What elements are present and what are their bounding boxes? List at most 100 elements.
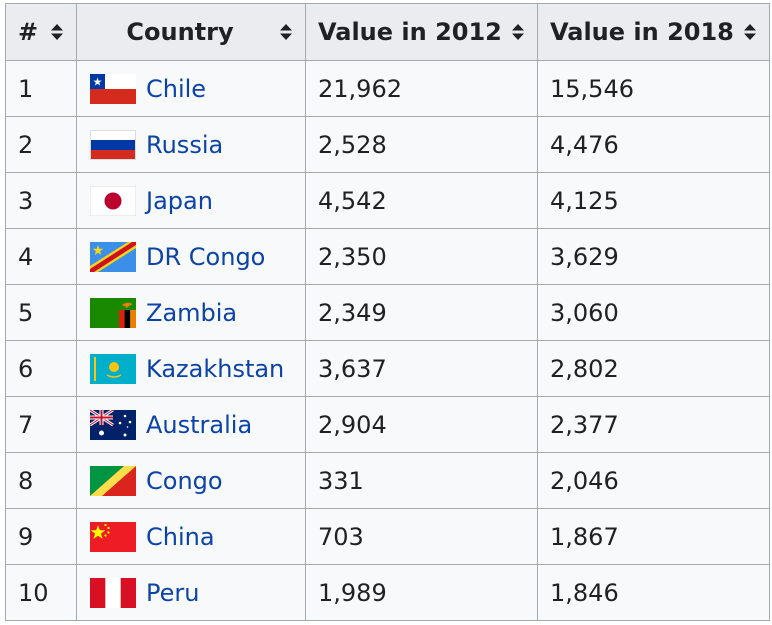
table-cell: Japan <box>76 172 306 229</box>
table-cell: 8 <box>5 452 77 509</box>
country-cell: Australia <box>89 409 293 440</box>
header-label: # <box>18 18 39 46</box>
table-cell: 703 <box>305 508 538 565</box>
country-cell: China <box>89 521 293 552</box>
table-cell: 4 <box>5 228 77 285</box>
table-cell: 2,802 <box>537 340 770 397</box>
table-row: 4 DR Congo 2,350 3,629 <box>5 228 770 285</box>
table-row: 5 Zambia 2,349 3,060 <box>5 284 770 341</box>
country-link[interactable]: Australia <box>146 410 253 439</box>
table-cell: 4,125 <box>537 172 770 229</box>
table-cell: 5 <box>5 284 77 341</box>
flag-icon <box>90 353 136 384</box>
country-link[interactable]: Chile <box>146 74 207 103</box>
sort-icon <box>744 24 756 40</box>
flag-icon <box>90 129 136 160</box>
flag-icon <box>90 409 136 440</box>
flag-icon <box>90 521 136 552</box>
header-content: Value in 2018 <box>550 18 757 46</box>
flag-icon <box>90 241 136 272</box>
header-label: Value in 2012 <box>318 18 502 46</box>
country-cell: Peru <box>89 577 293 608</box>
table-cell: 3,637 <box>305 340 538 397</box>
table-row: 10 Peru 1,989 1,846 <box>5 564 770 621</box>
table-body: 1 Chile 21,962 15,546 2 Russia 2,528 4,476 3 Japa… <box>5 60 770 621</box>
table-cell: 2,350 <box>305 228 538 285</box>
column-header[interactable]: Value in 2012 <box>305 3 538 61</box>
flag-icon <box>90 465 136 496</box>
table-cell: 331 <box>305 452 538 509</box>
table-cell: Russia <box>76 116 306 173</box>
table-row: 8 Congo 331 2,046 <box>5 452 770 509</box>
table-cell: 2 <box>5 116 77 173</box>
sort-icon <box>512 24 524 40</box>
header-label: Value in 2018 <box>550 18 734 46</box>
country-link[interactable]: Congo <box>146 466 223 495</box>
table-cell: 3,629 <box>537 228 770 285</box>
header-content: # <box>18 18 64 46</box>
country-cell: Japan <box>89 185 293 216</box>
table-cell: Australia <box>76 396 306 453</box>
table-cell: 2,349 <box>305 284 538 341</box>
table-cell: 21,962 <box>305 60 538 117</box>
table-row: 7 Australia 2,904 2,377 <box>5 396 770 453</box>
sort-icon <box>280 24 292 40</box>
table-row: 6 Kazakhstan 3,637 2,802 <box>5 340 770 397</box>
table-cell: 4,476 <box>537 116 770 173</box>
table-row: 2 Russia 2,528 4,476 <box>5 116 770 173</box>
flag-icon <box>90 577 136 608</box>
table-row: 9 China 703 1,867 <box>5 508 770 565</box>
table-cell: 2,904 <box>305 396 538 453</box>
table-cell: 2,377 <box>537 396 770 453</box>
country-link[interactable]: Peru <box>146 578 200 607</box>
table-cell: 1,867 <box>537 508 770 565</box>
sort-icon <box>51 24 63 40</box>
country-link[interactable]: Japan <box>146 186 213 215</box>
table-cell: 6 <box>5 340 77 397</box>
table-cell: 9 <box>5 508 77 565</box>
country-link[interactable]: DR Congo <box>146 242 266 271</box>
country-cell: Chile <box>89 73 293 104</box>
country-cell: DR Congo <box>89 241 293 272</box>
table-cell: Congo <box>76 452 306 509</box>
table-cell: 3 <box>5 172 77 229</box>
table-cell: 1,989 <box>305 564 538 621</box>
table-cell: Peru <box>76 564 306 621</box>
country-cell: Congo <box>89 465 293 496</box>
header-content: Country <box>89 18 293 46</box>
column-header[interactable]: # <box>5 3 77 61</box>
country-link[interactable]: Russia <box>146 130 224 159</box>
table-cell: 2,046 <box>537 452 770 509</box>
table-cell: Chile <box>76 60 306 117</box>
country-cell: Zambia <box>89 297 293 328</box>
flag-icon <box>90 185 136 216</box>
table-cell: 2,528 <box>305 116 538 173</box>
country-cell: Kazakhstan <box>89 353 293 384</box>
flag-icon <box>90 297 136 328</box>
table-cell: DR Congo <box>76 228 306 285</box>
header-content: Value in 2012 <box>318 18 525 46</box>
header-row: # Country Value in 2012 Value in 2018 <box>5 3 770 61</box>
column-header[interactable]: Value in 2018 <box>537 3 770 61</box>
table-row: 1 Chile 21,962 15,546 <box>5 60 770 117</box>
table-cell: 10 <box>5 564 77 621</box>
country-link[interactable]: China <box>146 522 215 551</box>
flag-icon <box>90 73 136 104</box>
table-cell: 3,060 <box>537 284 770 341</box>
table-cell: Zambia <box>76 284 306 341</box>
table-cell: 1 <box>5 60 77 117</box>
header-label: Country <box>126 18 234 46</box>
table-cell: Kazakhstan <box>76 340 306 397</box>
table-cell: 4,542 <box>305 172 538 229</box>
country-link[interactable]: Kazakhstan <box>146 354 285 383</box>
table-cell: 1,846 <box>537 564 770 621</box>
data-table: # Country Value in 2012 Value in 2018 1 Chil… <box>5 3 770 621</box>
table-row: 3 Japan 4,542 4,125 <box>5 172 770 229</box>
table-cell: 15,546 <box>537 60 770 117</box>
table-cell: China <box>76 508 306 565</box>
country-cell: Russia <box>89 129 293 160</box>
column-header[interactable]: Country <box>76 3 306 61</box>
country-link[interactable]: Zambia <box>146 298 238 327</box>
table-cell: 7 <box>5 396 77 453</box>
